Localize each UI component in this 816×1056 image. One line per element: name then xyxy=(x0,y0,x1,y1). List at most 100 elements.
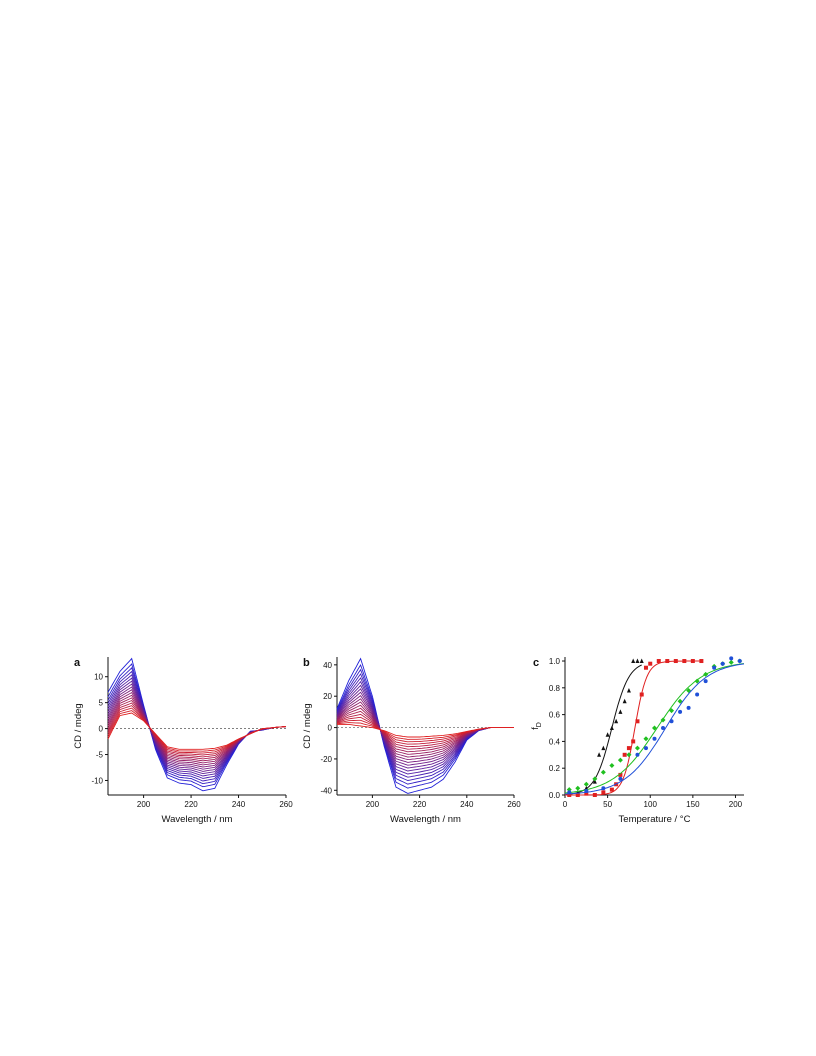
x-tick-label: 260 xyxy=(279,800,293,809)
data-point xyxy=(600,769,606,775)
x-axis-label: Temperature / °C xyxy=(619,814,691,825)
data-point xyxy=(643,736,649,742)
data-point xyxy=(592,776,598,782)
x-tick-label: 200 xyxy=(137,800,151,809)
data-point xyxy=(643,746,648,751)
y-axis-label: CD / mdeg xyxy=(302,703,313,748)
x-tick-label: 220 xyxy=(413,800,427,809)
data-point xyxy=(622,698,627,704)
data-point xyxy=(729,656,734,661)
data-point xyxy=(695,692,700,697)
data-point xyxy=(678,709,683,714)
data-point xyxy=(639,658,644,664)
data-point xyxy=(597,752,602,757)
data-point xyxy=(639,692,644,697)
fit-curve xyxy=(564,663,745,794)
y-tick-label: 0 xyxy=(99,725,104,734)
y-tick-label: 0.8 xyxy=(549,684,561,693)
x-tick-label: 240 xyxy=(232,800,246,809)
data-point xyxy=(626,687,631,693)
data-point xyxy=(626,746,631,751)
x-tick-label: 50 xyxy=(603,800,612,809)
data-point xyxy=(635,719,640,724)
y-axis-label-subscript: D xyxy=(536,722,543,727)
data-point xyxy=(682,659,687,664)
y-tick-label: 0.6 xyxy=(549,711,561,720)
data-point xyxy=(626,752,632,758)
data-point xyxy=(665,659,670,664)
y-tick-label: -5 xyxy=(96,751,104,760)
y-tick-label: -10 xyxy=(91,776,103,785)
y-tick-label: 40 xyxy=(323,661,332,670)
data-point xyxy=(656,659,661,664)
y-tick-label: -20 xyxy=(320,755,332,764)
x-tick-label: 240 xyxy=(460,800,474,809)
panel-c-chart: 0 50 100 150 200 0.0 0.2 0.4 0.6 0.8 1.0 Temperatur… xyxy=(530,656,745,825)
y-tick-label: 1.0 xyxy=(549,657,561,666)
x-tick-label: 220 xyxy=(184,800,198,809)
x-tick-label: 100 xyxy=(644,800,658,809)
fit-curve xyxy=(565,660,702,796)
data-point xyxy=(643,665,648,670)
data-point xyxy=(609,787,614,792)
x-tick-label: 150 xyxy=(686,800,700,809)
data-point xyxy=(720,661,725,666)
spectrum-line xyxy=(107,686,287,770)
data-point xyxy=(669,708,675,714)
data-point xyxy=(609,725,614,731)
data-point xyxy=(712,665,717,670)
panel-b-chart: 200 220 240 260 -40 -20 0 20 40 Wavelength / nm CD… xyxy=(302,657,521,825)
data-point xyxy=(652,725,657,731)
panel-a-chart: 200 220 240 260 -10 -5 0 5 10 Wavelength / nm CD /… xyxy=(73,657,293,825)
data-point xyxy=(737,659,742,664)
spectrum-line xyxy=(336,704,514,755)
data-point xyxy=(614,718,619,724)
y-axis-label: CD / mdeg xyxy=(73,703,84,748)
fit-curve xyxy=(564,663,745,795)
data-point xyxy=(728,659,734,665)
data-point xyxy=(592,793,597,797)
data-point xyxy=(567,793,572,797)
data-point xyxy=(583,781,589,787)
data-point xyxy=(622,752,627,757)
x-axis-label: Wavelength / nm xyxy=(390,814,461,825)
data-point xyxy=(703,679,708,684)
data-point xyxy=(669,719,674,724)
data-point xyxy=(601,745,606,751)
data-point xyxy=(635,658,640,664)
data-point xyxy=(605,732,610,737)
panel-letter-a: a xyxy=(74,657,81,669)
data-point xyxy=(635,752,640,757)
panel-letter-c: c xyxy=(533,657,539,669)
x-tick-label: 260 xyxy=(507,800,521,809)
data-point xyxy=(673,659,678,664)
x-axis-label: Wavelength / nm xyxy=(162,814,233,825)
data-point xyxy=(617,757,623,763)
x-tick-label: 200 xyxy=(729,800,743,809)
data-point xyxy=(601,786,606,791)
data-point xyxy=(690,659,695,664)
data-point xyxy=(575,785,581,791)
data-point xyxy=(677,698,683,704)
y-tick-label: 0.2 xyxy=(549,764,561,773)
data-point xyxy=(648,661,653,666)
spectrum-line xyxy=(107,712,287,750)
x-tick-label: 0 xyxy=(563,800,568,809)
data-point xyxy=(699,659,704,664)
spectrum-line xyxy=(336,668,514,785)
data-point xyxy=(584,788,589,793)
data-point xyxy=(584,791,589,796)
y-tick-label: 0 xyxy=(328,724,333,733)
data-point xyxy=(686,705,691,710)
data-point xyxy=(660,717,666,723)
spectrum-line xyxy=(337,723,514,738)
y-tick-label: 5 xyxy=(99,699,104,708)
data-point xyxy=(631,658,636,664)
data-point xyxy=(618,772,623,777)
data-point xyxy=(703,671,709,677)
y-axis-label: fD xyxy=(530,722,543,730)
x-tick-label: 200 xyxy=(366,800,380,809)
data-point xyxy=(694,678,700,684)
data-point xyxy=(652,736,657,741)
